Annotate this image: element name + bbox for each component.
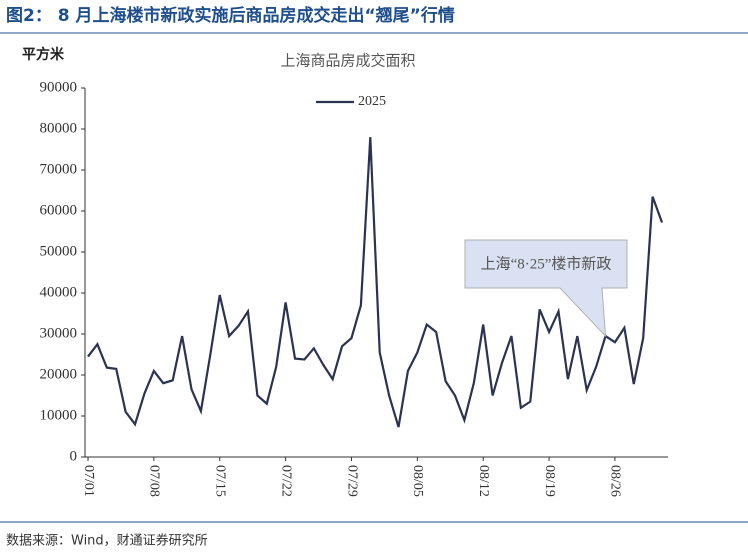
x-tick-label: 07/22: [278, 465, 293, 497]
legend-label: 2025: [358, 94, 386, 109]
source: 数据来源：Wind，财通证券研究所: [6, 533, 208, 549]
y-tick-label: 70000: [40, 161, 78, 177]
x-tick-label: 08/12: [476, 465, 491, 497]
x-tick-label: 08/05: [410, 465, 425, 497]
x-tick-label: 08/19: [542, 465, 557, 497]
x-tick-label: 07/15: [213, 465, 228, 497]
y-tick-label: 0: [70, 448, 78, 464]
figure-title: 图2： 8 月上海楼市新政实施后商品房成交走出“翘尾”行情: [6, 5, 455, 26]
y-tick-label: 40000: [40, 284, 78, 300]
y-tick-label: 20000: [40, 366, 78, 382]
y-tick-label: 60000: [40, 202, 78, 218]
annotation-box: [464, 239, 628, 338]
x-tick-label: 08/26: [608, 465, 623, 497]
y-tick-label: 30000: [40, 325, 78, 341]
line-series: [87, 137, 664, 428]
chart-title: 上海商品房成交面积: [280, 51, 415, 69]
x-tick-label: 07/08: [147, 465, 162, 497]
y-tick-label: 50000: [40, 243, 78, 259]
x-tick-label: 07/01: [81, 465, 96, 497]
annotation-text: 上海“8·25”楼市新政: [481, 255, 612, 272]
y-tick-label: 90000: [40, 79, 78, 95]
y-tick-label: 10000: [40, 407, 78, 423]
y-axis-label: 平方米: [22, 46, 65, 63]
y-tick-label: 80000: [40, 120, 78, 136]
x-tick-label: 07/29: [344, 465, 359, 497]
